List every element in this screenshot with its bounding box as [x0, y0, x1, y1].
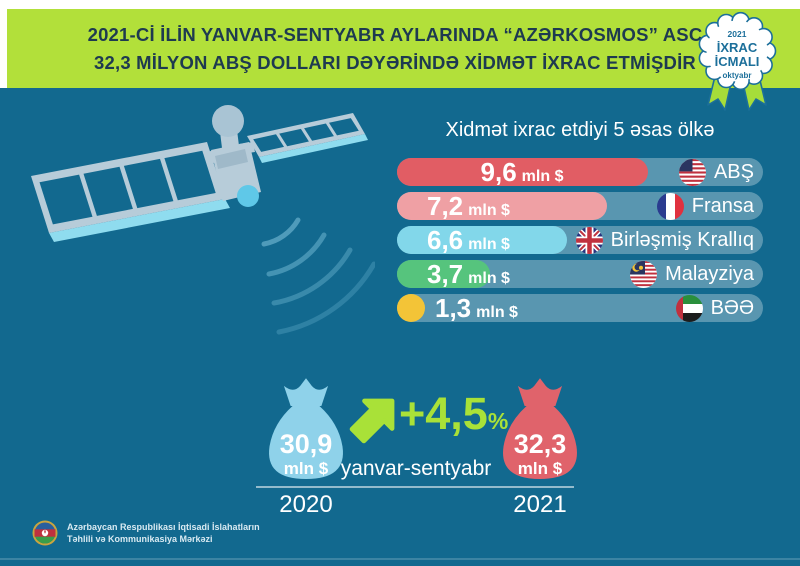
chart-title: Xidmət ixrac etdiyi 5 əsas ölkə [445, 119, 715, 141]
money-bag-2020 [269, 378, 343, 479]
badge-title-line2: İCMALI [715, 54, 760, 69]
us-flag-icon [678, 158, 706, 186]
top-border [0, 0, 800, 9]
growth-value: +4,5% [399, 388, 509, 439]
badge-title-line1: İXRAC [717, 40, 758, 55]
bar-value: 7,2 mln $ [427, 191, 510, 221]
badge-rosette-icon [698, 11, 777, 91]
solar-panel-left [31, 142, 230, 242]
bar-fill [397, 192, 608, 220]
solar-panel-right [247, 113, 368, 163]
money-bag-2021 [503, 378, 577, 479]
export-review-badge: 2021 İXRAC İCMALI oktyabr [698, 11, 777, 111]
country-name: ABŞ [713, 160, 754, 183]
country-label-group: BƏƏ [675, 294, 754, 322]
uae-flag-icon [675, 294, 703, 322]
country-name: Fransa [691, 194, 754, 217]
satellite-body [205, 105, 261, 207]
comparison-divider [256, 486, 574, 488]
year-2021-label: 2021 [513, 491, 567, 518]
bar-value: 1,3 mln $ [435, 293, 518, 323]
azerbaijan-emblem-icon [32, 520, 58, 546]
bar-value: 9,6 mln $ [480, 157, 564, 187]
bar-row: 3,7 mln $ Malayziya [397, 260, 763, 288]
top-countries-chart: Xidmət ixrac etdiyi 5 əsas ölkə 9,6 mln $… [397, 119, 763, 328]
value-2020: 30,9 mln $ [279, 429, 333, 478]
bottom-divider [0, 558, 800, 560]
bar-value: 6,6 mln $ [427, 225, 510, 255]
malaysia-flag-icon [630, 260, 658, 288]
badge-year: 2021 [728, 29, 747, 39]
footer-org-name: Azərbaycan Respublikası İqtisadi İslahat… [67, 522, 260, 544]
bar-value: 3,7 mln $ [427, 259, 510, 289]
growth-arrow-icon [349, 398, 395, 444]
page-title: 2021-Cİ İLİN YANVAR-SENTYABR AYLARINDA “… [20, 21, 770, 77]
country-label-group: ABŞ [678, 158, 754, 186]
bar-row: 1,3 mln $ BƏƏ [397, 294, 763, 322]
country-name: BƏƏ [710, 296, 754, 319]
bar-row: 7,2 mln $ Fransa [397, 192, 763, 220]
signal-waves-icon [261, 217, 375, 335]
footer-org: Azərbaycan Respublikası İqtisadi İslahat… [32, 520, 260, 546]
value-2021: 32,3 mln $ [513, 429, 567, 478]
country-name: Malayziya [665, 262, 754, 285]
badge-month: oktyabr [723, 71, 752, 80]
bar-fill [397, 226, 568, 254]
country-label-group: Malayziya [630, 260, 754, 288]
bar-row: 9,6 mln $ ABŞ [397, 158, 763, 186]
bar-row: 6,6 mln $ Birləşmiş Krallıq [397, 226, 763, 254]
period-label: yanvar-sentyabr [340, 457, 492, 480]
country-name: Birləşmiş Krallıq [610, 228, 754, 251]
header-band [7, 9, 800, 88]
country-label-group: Fransa [656, 192, 754, 220]
page-title-line2: 32,3 MİLYON ABŞ DOLLARI DƏYƏRİNDƏ XİDMƏT… [94, 52, 696, 73]
country-label-group: Birləşmiş Krallıq [575, 226, 754, 254]
left-border [0, 0, 7, 88]
page-title-line1: 2021-Cİ İLİN YANVAR-SENTYABR AYLARINDA “… [87, 24, 703, 45]
uk-flag-icon [575, 226, 603, 254]
bar-fill [397, 294, 426, 322]
france-flag-icon [656, 192, 684, 220]
bar-fill [397, 158, 648, 186]
satellite-illustration [31, 105, 375, 335]
bar-fill [397, 260, 491, 288]
year-2020-label: 2020 [279, 491, 333, 518]
